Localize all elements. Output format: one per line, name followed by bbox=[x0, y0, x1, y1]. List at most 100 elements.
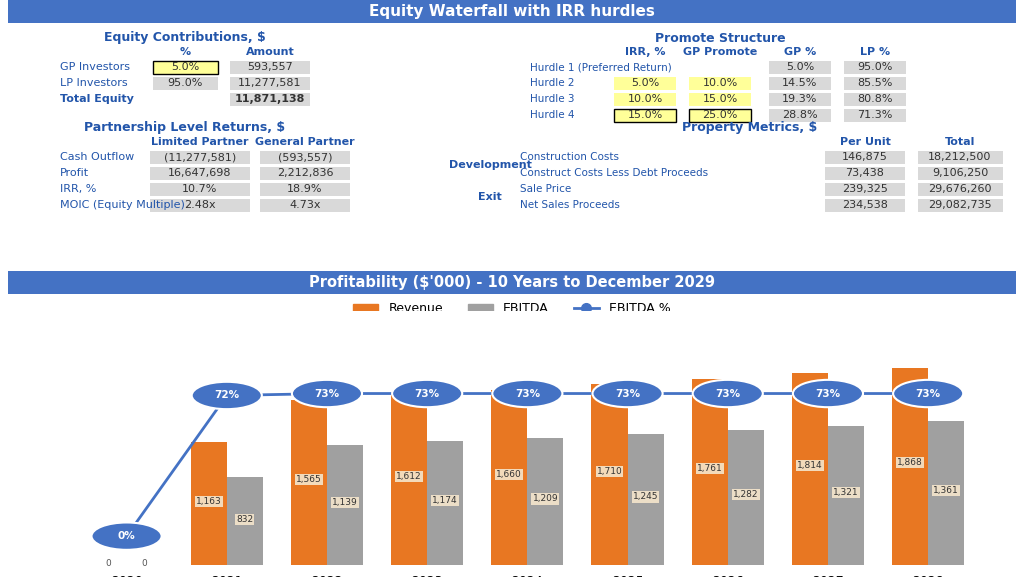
FancyBboxPatch shape bbox=[230, 61, 310, 73]
Text: Limited Partner: Limited Partner bbox=[152, 137, 249, 147]
FancyBboxPatch shape bbox=[918, 151, 1002, 163]
Text: 832: 832 bbox=[237, 515, 253, 524]
FancyBboxPatch shape bbox=[689, 77, 751, 89]
Text: GP %: GP % bbox=[784, 47, 816, 57]
Text: Hurdle 3: Hurdle 3 bbox=[530, 94, 574, 104]
Text: Exit: Exit bbox=[478, 192, 502, 202]
FancyBboxPatch shape bbox=[844, 77, 906, 89]
Text: 95.0%: 95.0% bbox=[857, 62, 893, 72]
FancyBboxPatch shape bbox=[689, 108, 751, 122]
Bar bbox=[391, 395, 427, 565]
Text: 2.48x: 2.48x bbox=[184, 200, 216, 210]
FancyBboxPatch shape bbox=[918, 182, 1002, 196]
Ellipse shape bbox=[593, 380, 663, 407]
Text: 25.0%: 25.0% bbox=[702, 110, 737, 120]
Text: Sale Price: Sale Price bbox=[520, 184, 571, 194]
Text: General Partner: General Partner bbox=[255, 137, 354, 147]
Text: 5.0%: 5.0% bbox=[631, 78, 659, 88]
Text: 1,868: 1,868 bbox=[897, 458, 923, 467]
Ellipse shape bbox=[392, 380, 462, 407]
Text: 73%: 73% bbox=[715, 388, 740, 399]
Bar bbox=[492, 390, 527, 565]
FancyBboxPatch shape bbox=[260, 198, 350, 212]
FancyBboxPatch shape bbox=[150, 151, 250, 163]
FancyBboxPatch shape bbox=[614, 77, 676, 89]
Text: Hurdle 2: Hurdle 2 bbox=[530, 78, 574, 88]
Text: Per Unit: Per Unit bbox=[840, 137, 891, 147]
Text: 29,676,260: 29,676,260 bbox=[928, 184, 992, 194]
Bar bbox=[628, 434, 664, 565]
Ellipse shape bbox=[191, 382, 262, 409]
Text: 0: 0 bbox=[141, 559, 147, 568]
FancyBboxPatch shape bbox=[689, 92, 751, 106]
Text: 95.0%: 95.0% bbox=[167, 78, 203, 88]
Bar bbox=[691, 379, 728, 565]
Text: 18.9%: 18.9% bbox=[288, 184, 323, 194]
Text: 1,814: 1,814 bbox=[797, 461, 822, 470]
Bar bbox=[427, 441, 463, 565]
Text: 1,174: 1,174 bbox=[432, 496, 458, 505]
Bar bbox=[226, 477, 263, 565]
Text: 146,875: 146,875 bbox=[842, 152, 888, 162]
FancyBboxPatch shape bbox=[614, 108, 676, 122]
Text: Promote Structure: Promote Structure bbox=[654, 32, 785, 44]
Text: 0: 0 bbox=[105, 559, 112, 568]
Text: 11,277,581: 11,277,581 bbox=[239, 78, 302, 88]
Text: IRR, %: IRR, % bbox=[60, 184, 96, 194]
Text: 5.0%: 5.0% bbox=[171, 62, 199, 72]
Text: 239,325: 239,325 bbox=[842, 184, 888, 194]
Text: 14.5%: 14.5% bbox=[782, 78, 818, 88]
Text: 18,212,500: 18,212,500 bbox=[929, 152, 991, 162]
Text: 593,557: 593,557 bbox=[247, 62, 293, 72]
FancyBboxPatch shape bbox=[825, 198, 905, 212]
Text: 28.8%: 28.8% bbox=[782, 110, 818, 120]
Text: 9,106,250: 9,106,250 bbox=[932, 168, 988, 178]
FancyBboxPatch shape bbox=[825, 182, 905, 196]
Text: 11,871,138: 11,871,138 bbox=[234, 94, 305, 104]
FancyBboxPatch shape bbox=[825, 167, 905, 179]
Text: 1,245: 1,245 bbox=[633, 492, 658, 501]
Text: 73,438: 73,438 bbox=[846, 168, 885, 178]
Text: 73%: 73% bbox=[314, 388, 340, 399]
Text: GP Promote: GP Promote bbox=[683, 47, 757, 57]
Text: 73%: 73% bbox=[915, 388, 941, 399]
Text: 10.7%: 10.7% bbox=[182, 184, 218, 194]
Text: GP Investors: GP Investors bbox=[60, 62, 130, 72]
Text: Cash Outflow: Cash Outflow bbox=[60, 152, 134, 162]
Text: 16,647,698: 16,647,698 bbox=[168, 168, 231, 178]
Text: 0%: 0% bbox=[118, 531, 135, 541]
FancyBboxPatch shape bbox=[260, 151, 350, 163]
FancyBboxPatch shape bbox=[918, 167, 1002, 179]
Text: Total: Total bbox=[945, 137, 975, 147]
Text: 15.0%: 15.0% bbox=[702, 94, 737, 104]
FancyBboxPatch shape bbox=[8, 0, 1016, 23]
FancyBboxPatch shape bbox=[260, 182, 350, 196]
Bar bbox=[892, 368, 928, 565]
Text: Hurdle 1 (Preferred Return): Hurdle 1 (Preferred Return) bbox=[530, 62, 672, 72]
FancyBboxPatch shape bbox=[844, 92, 906, 106]
FancyBboxPatch shape bbox=[769, 92, 831, 106]
Text: 1,282: 1,282 bbox=[733, 490, 759, 500]
FancyBboxPatch shape bbox=[150, 182, 250, 196]
Text: 85.5%: 85.5% bbox=[857, 78, 893, 88]
Bar bbox=[327, 445, 364, 565]
Bar bbox=[527, 437, 563, 565]
FancyBboxPatch shape bbox=[260, 167, 350, 179]
Text: 1,660: 1,660 bbox=[497, 470, 522, 478]
Text: %: % bbox=[179, 47, 190, 57]
Text: 1,761: 1,761 bbox=[697, 464, 723, 473]
Text: Development: Development bbox=[449, 160, 531, 170]
FancyBboxPatch shape bbox=[844, 61, 906, 73]
Text: Total Equity: Total Equity bbox=[60, 94, 134, 104]
Text: Hurdle 4: Hurdle 4 bbox=[530, 110, 574, 120]
Text: Profit: Profit bbox=[60, 168, 89, 178]
Text: LP %: LP % bbox=[860, 47, 890, 57]
Text: 73%: 73% bbox=[515, 388, 540, 399]
Text: 29,082,735: 29,082,735 bbox=[928, 200, 992, 210]
Text: 1,163: 1,163 bbox=[196, 497, 221, 506]
Text: (11,277,581): (11,277,581) bbox=[164, 152, 237, 162]
Text: (593,557): (593,557) bbox=[278, 152, 332, 162]
Text: 1,710: 1,710 bbox=[597, 467, 623, 476]
Text: 15.0%: 15.0% bbox=[628, 110, 663, 120]
FancyBboxPatch shape bbox=[8, 271, 1016, 294]
